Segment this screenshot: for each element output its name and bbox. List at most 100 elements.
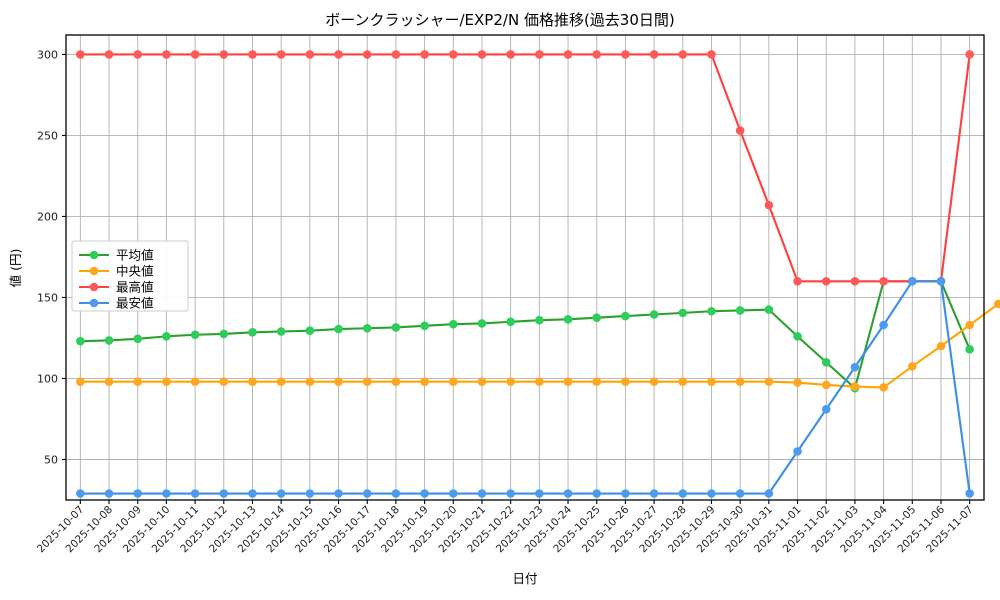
data-point-marker	[334, 50, 343, 59]
data-point-marker	[190, 330, 200, 340]
y-tick-label: 250	[37, 129, 58, 142]
data-point-marker	[735, 489, 745, 498]
data-point-marker	[506, 377, 515, 387]
data-point-marker	[219, 50, 229, 59]
data-point-marker	[535, 489, 544, 498]
data-point-marker	[678, 308, 688, 318]
data-point-marker	[448, 489, 458, 498]
chart-title: ボーンクラッシャー/EXP2/N 価格推移(過去30日間)	[325, 11, 674, 29]
data-point-marker	[477, 489, 487, 498]
data-point-marker	[735, 377, 745, 387]
data-point-marker	[104, 489, 114, 498]
legend-label: 中央値	[116, 264, 154, 279]
data-point-marker	[76, 377, 85, 387]
data-point-marker	[133, 489, 143, 498]
data-point-marker	[563, 489, 573, 498]
data-point-marker	[133, 334, 143, 344]
data-point-marker	[879, 276, 888, 286]
data-point-marker	[334, 324, 343, 334]
data-point-marker	[793, 447, 802, 456]
legend-item-2[interactable]: 中央値	[79, 264, 154, 279]
data-point-marker	[850, 362, 860, 372]
data-point-marker	[764, 377, 774, 387]
data-point-marker	[248, 377, 257, 387]
data-point-marker	[248, 489, 257, 498]
data-point-marker	[420, 377, 429, 387]
data-point-marker	[821, 380, 831, 390]
data-point-marker	[907, 362, 917, 371]
data-point-marker	[592, 313, 602, 323]
series-line	[79, 301, 1000, 389]
data-point-marker	[965, 489, 974, 498]
data-point-marker	[334, 489, 343, 498]
series-line	[79, 280, 971, 495]
data-point-marker	[649, 310, 659, 319]
data-point-marker	[190, 377, 200, 387]
data-point-marker	[76, 50, 85, 59]
x-axis-label: 日付	[512, 571, 537, 586]
legend-label: 最高値	[116, 280, 154, 295]
data-point-marker	[621, 377, 630, 387]
y-tick-label: 50	[44, 453, 58, 466]
data-point-marker	[563, 50, 573, 59]
data-point-marker	[506, 50, 515, 59]
data-point-marker	[793, 276, 802, 286]
data-point-marker	[362, 323, 372, 333]
data-point-marker	[563, 377, 573, 387]
data-point-marker	[190, 489, 200, 498]
data-point-marker	[821, 357, 831, 367]
data-point-marker	[248, 50, 257, 59]
data-point-marker	[162, 332, 171, 341]
data-point-marker	[477, 377, 487, 387]
data-point-marker	[420, 489, 429, 498]
data-point-marker	[592, 489, 602, 498]
data-point-marker	[735, 306, 745, 315]
data-point-marker	[420, 50, 429, 59]
data-series-layer	[76, 50, 1000, 498]
data-point-marker	[563, 315, 573, 324]
data-point-marker	[362, 489, 372, 498]
data-point-marker	[506, 317, 515, 327]
series-line	[79, 280, 971, 390]
data-point-marker	[707, 306, 716, 316]
data-point-marker	[305, 50, 315, 59]
legend-swatch-marker	[89, 282, 99, 292]
legend-item-3[interactable]: 最高値	[79, 280, 154, 295]
data-point-marker	[190, 50, 200, 59]
y-tick-label: 300	[37, 48, 58, 61]
legend-background	[71, 240, 189, 312]
data-point-marker	[879, 320, 888, 330]
legend-swatch-marker	[89, 298, 99, 308]
legend-item-1[interactable]: 平均値	[79, 248, 154, 263]
data-point-marker	[649, 50, 659, 59]
data-point-marker	[965, 50, 974, 59]
data-point-marker	[907, 276, 917, 286]
data-point-marker	[535, 315, 544, 325]
legend-item-4[interactable]: 最安値	[79, 296, 154, 311]
y-axis-tick-labels: 50 100 150 200 250 300	[37, 48, 58, 466]
data-point-marker	[821, 276, 831, 286]
data-point-marker	[162, 50, 171, 59]
data-point-marker	[305, 326, 315, 335]
y-tick-label: 100	[37, 372, 58, 385]
data-point-marker	[219, 489, 229, 498]
data-point-marker	[448, 50, 458, 59]
data-point-marker	[391, 489, 401, 498]
y-axis-label: 値 (円)	[8, 249, 23, 288]
data-point-marker	[621, 50, 630, 59]
data-point-marker	[334, 377, 343, 387]
data-point-marker	[276, 377, 286, 387]
data-point-marker	[621, 311, 630, 321]
data-point-marker	[678, 377, 688, 387]
data-point-marker	[276, 50, 286, 59]
data-point-marker	[965, 345, 974, 354]
data-point-marker	[764, 305, 774, 314]
data-point-marker	[133, 50, 143, 59]
data-point-marker	[219, 377, 229, 387]
data-point-marker	[821, 404, 831, 414]
data-point-marker	[879, 383, 888, 392]
data-point-marker	[104, 336, 114, 345]
data-point-marker	[850, 276, 860, 286]
